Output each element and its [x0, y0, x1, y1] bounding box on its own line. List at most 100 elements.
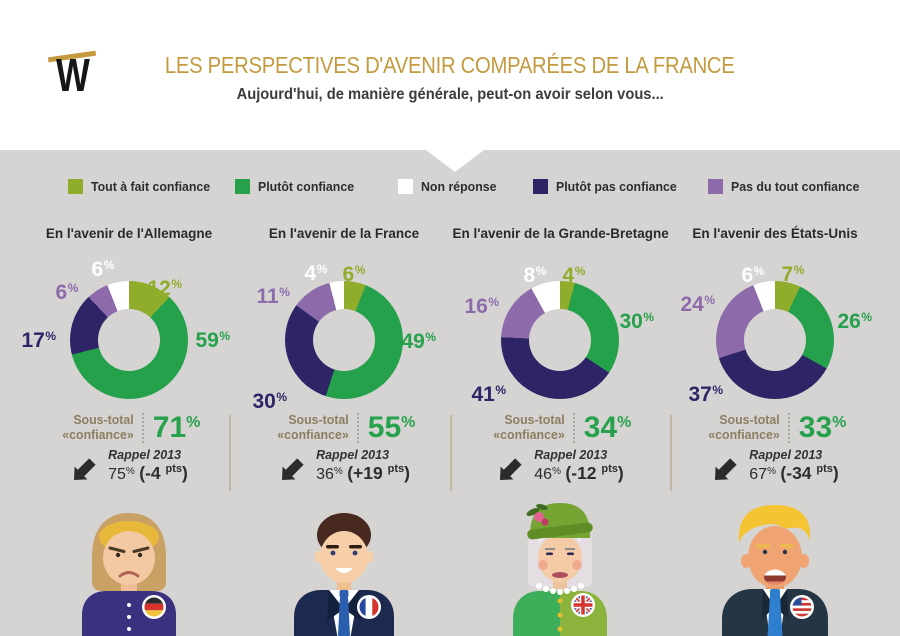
donut-value: 49 [401, 330, 425, 353]
column-title-france: En l'avenir de la France [268, 226, 420, 241]
subtotal-block-etats-unis: Sous-total «confiance» 33% [668, 411, 883, 444]
donut-label-plutot: 30% [619, 310, 655, 333]
donut-value: 6 [741, 264, 754, 287]
donut-value: 41 [471, 383, 495, 406]
subtotal-label-line2: «confiance» [61, 427, 134, 442]
donut-value: 6 [55, 281, 68, 304]
donut-label-tout_a_fait: 6% [342, 263, 366, 286]
donut-value: 30 [252, 390, 276, 413]
column-divider [670, 415, 672, 491]
legend-item-plutot: Plutôt confiance [235, 178, 359, 194]
donut-value: 24 [680, 293, 704, 316]
donut-value: 4 [562, 264, 575, 287]
rappel-line: 67% (-34 pts) [749, 463, 839, 483]
donut-value: 59 [195, 329, 219, 352]
donut-label-tout_a_fait: 4% [562, 264, 586, 287]
donut-ring [715, 281, 834, 399]
brand-logo: W [38, 42, 108, 112]
legend-label: Plutôt pas confiance [556, 178, 677, 194]
donut-label-plutot_pas: 30% [252, 390, 288, 413]
chart-band: Tout à fait confiance Plutôt confiance Non… [0, 150, 900, 636]
avatar-grande-bretagne [475, 495, 645, 636]
donut-value: 7 [781, 263, 794, 286]
subtotal-value: 34% [583, 411, 632, 444]
donut-value: 6 [91, 258, 104, 281]
legend-swatch-non_reponse [398, 178, 413, 194]
donut-chart-allemagne: 12% 59% 17% 6% 6% [22, 253, 237, 448]
avatar-allemagne [44, 495, 214, 636]
donut-label-non_reponse: 4% [304, 262, 328, 285]
subtotal-number: 34 [583, 411, 618, 444]
subtotal-value: 33% [798, 411, 847, 444]
rappel-value: 46 [534, 466, 553, 483]
donut-value: 16 [464, 295, 488, 318]
germany-flag-badge [142, 595, 166, 619]
rappel-arrow-icon [70, 452, 102, 484]
legend-item-tout_a_fait: Tout à fait confiance [68, 178, 216, 194]
donut-value: 26 [837, 310, 861, 333]
donut-ring [284, 281, 403, 399]
column-divider [229, 415, 231, 491]
donut-label-plutot: 26% [837, 310, 873, 333]
page-title: LES PERSPECTIVES D'AVENIR COMPARÉES DE L… [165, 52, 735, 78]
rappel-arrow-icon [496, 452, 528, 484]
subtotal-value: 55% [367, 411, 416, 444]
legend-label: Plutôt confiance [258, 178, 355, 194]
donut-label-non_reponse: 6% [741, 264, 765, 287]
donut-value: 4 [304, 262, 317, 285]
uk-flag-badge [571, 593, 595, 617]
donut-label-non_reponse: 8% [523, 264, 547, 287]
donut-chart-etats-unis: 7% 26% 37% 24% 6% [668, 253, 883, 448]
donut-label-plutot_pas: 17% [21, 329, 57, 352]
column-title-etats-unis: En l'avenir des États-Unis [692, 226, 858, 241]
donut-value: 8 [523, 264, 536, 287]
legend-item-plutot_pas: Plutôt pas confiance [533, 178, 683, 194]
donut-value: 37 [688, 383, 712, 406]
donut-value: 6 [342, 263, 355, 286]
evolution-value: (-34 pts) [780, 463, 839, 483]
rappel-label: Rappel 2013 [316, 448, 390, 462]
donut-label-plutot: 49% [401, 330, 437, 353]
subtotal-label-line1: Sous-total [718, 412, 780, 428]
rappel-block-france: Rappel 2013 36% (+19 pts) [237, 448, 452, 484]
subtotal-label-line2: «confiance» [276, 427, 349, 442]
rappel-block-etats-unis: Rappel 2013 67% (-34 pts) [668, 448, 883, 484]
evolution-value: (+19 pts) [347, 463, 410, 483]
donut-value: 11 [256, 285, 279, 308]
donut-value: 30 [619, 310, 643, 333]
band-notch [426, 150, 484, 172]
legend-label: Tout à fait confiance [91, 178, 211, 194]
donut-ring [500, 281, 619, 399]
page-subtitle: Aujourd'hui, de manière générale, peut-o… [236, 86, 664, 103]
donut-label-tout_a_fait: 7% [781, 263, 805, 286]
avatar-france [259, 495, 429, 636]
legend-swatch-pas_du_tout [708, 178, 723, 194]
donut-label-pas_du_tout: 6% [55, 281, 79, 304]
subtotal-label-line1: Sous-total [503, 412, 565, 428]
subtotal-label: Sous-total «confiance» [708, 412, 790, 443]
usa-flag-badge [790, 595, 814, 619]
logo-letter: W [56, 49, 90, 101]
donut-label-plutot: 59% [195, 329, 231, 352]
evolution-value: (-12 pts) [565, 463, 624, 483]
subtotal-value: 71% [152, 411, 201, 444]
legend-item-non_reponse: Non réponse [398, 178, 500, 194]
donut-label-pas_du_tout: 16% [464, 295, 500, 318]
subtotal-label-line2: «confiance» [492, 427, 565, 442]
rappel-line: 75% (-4 pts) [108, 463, 188, 483]
donut-chart-grande-bretagne: 4% 30% 41% 16% 8% [453, 253, 668, 448]
rappel-line: 36% (+19 pts) [316, 463, 410, 483]
subtotal-number: 55 [367, 411, 402, 444]
donut-ring [69, 281, 188, 399]
subtotal-label-line1: Sous-total [72, 412, 134, 428]
subtotal-block-allemagne: Sous-total «confiance» 71% [22, 411, 237, 444]
rappel-block-grande-bretagne: Rappel 2013 46% (-12 pts) [453, 448, 668, 484]
subtotal-label-line1: Sous-total [287, 412, 349, 428]
rappel-value: 36 [316, 466, 334, 483]
legend-label: Pas du tout confiance [731, 178, 860, 194]
donut-label-non_reponse: 6% [91, 258, 115, 281]
subtotal-number: 33 [798, 411, 833, 444]
subtotal-number: 71 [152, 411, 187, 444]
donut-value: 17 [21, 329, 45, 352]
donut-label-tout_a_fait: 12% [147, 277, 183, 300]
